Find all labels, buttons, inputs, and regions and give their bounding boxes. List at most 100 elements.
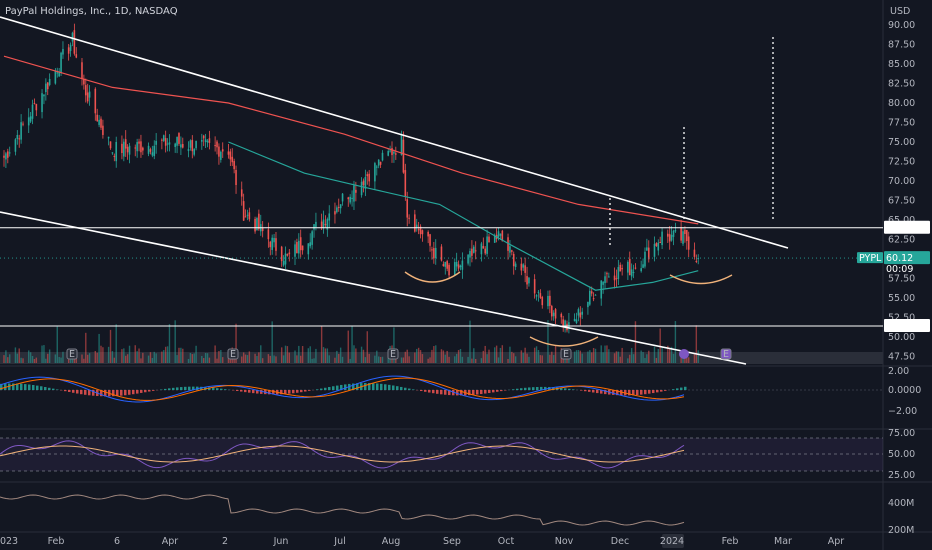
indicator-panes	[0, 375, 883, 526]
candle-body	[298, 240, 300, 254]
candle-body	[71, 32, 74, 42]
volume-bar	[589, 350, 591, 363]
volume-bar	[94, 350, 96, 363]
candle-body	[202, 135, 205, 139]
candle-body	[7, 151, 9, 158]
volume-bar	[187, 358, 190, 363]
lower-trendline[interactable]	[0, 211, 747, 365]
volume-bar	[206, 353, 209, 363]
volume-bar	[322, 347, 325, 363]
volume-bar	[511, 351, 513, 363]
volume-bar	[393, 327, 395, 363]
volume-bar	[16, 353, 19, 363]
candle-body	[619, 264, 622, 272]
price-axis[interactable]: 90.00 87.50 85.00 82.50 80.00 77.50 75.00 72.50…	[857, 20, 930, 536]
currency-label[interactable]: USD	[890, 6, 910, 17]
candle-body	[324, 223, 327, 226]
candle-body	[214, 145, 216, 147]
volume-bar	[351, 326, 353, 363]
volume-bar	[174, 320, 176, 363]
macd-histogram-bar	[24, 384, 27, 390]
candle-body	[446, 261, 448, 269]
volume-bar	[497, 357, 500, 363]
upper-trendline[interactable]	[0, 16, 789, 249]
candle-body	[142, 147, 144, 151]
candle-body	[687, 236, 690, 250]
macd-histogram-bar	[300, 390, 303, 393]
rsi-line	[0, 440, 685, 469]
event-letter: E	[69, 349, 75, 360]
volume-bar	[54, 354, 57, 363]
volume-bar	[58, 356, 60, 363]
split-event-icon[interactable]	[679, 349, 689, 359]
candle-body	[549, 295, 551, 306]
candle-body	[604, 276, 606, 284]
candle-body	[267, 229, 270, 240]
macd-histogram-bar	[48, 387, 51, 390]
candle-body	[389, 150, 391, 152]
earnings-event-marker[interactable]: E	[66, 348, 78, 360]
event-badge	[720, 348, 732, 360]
volume-bar	[353, 345, 355, 363]
volume-bar	[47, 353, 49, 363]
macd-histogram-bar	[292, 390, 295, 394]
volume-bar	[575, 350, 578, 363]
candle-body	[554, 309, 557, 319]
candle-body	[568, 322, 570, 329]
macd-histogram-bar	[244, 390, 247, 393]
earnings-event-marker[interactable]: E	[387, 348, 399, 360]
volume-bar	[499, 347, 502, 363]
candle-body	[524, 265, 526, 273]
volume-bar	[446, 350, 448, 363]
candle-body	[288, 252, 291, 255]
candle-body	[134, 147, 137, 149]
volume-bar	[326, 348, 329, 363]
macd-histogram-bar	[32, 385, 35, 390]
macd-histogram-bar	[124, 390, 127, 396]
candle-body	[431, 249, 433, 251]
volume-bar	[48, 349, 51, 363]
volume-bar	[3, 355, 5, 363]
candle-body	[351, 197, 353, 200]
macd-histogram-bar	[368, 383, 371, 390]
volume-bar	[254, 353, 256, 363]
time-axis[interactable]: 2023 Feb 6 Apr 2 Jun Jul Aug Sep Oct Nov Dec Feb Mar A…	[0, 534, 844, 548]
candle-body	[421, 230, 424, 235]
candle-body	[336, 207, 338, 213]
macd-histogram-bar	[620, 390, 623, 396]
volume-bar	[442, 350, 445, 363]
candle-body	[560, 313, 563, 318]
candle-body	[457, 264, 460, 269]
macd-histogram-bar	[380, 383, 383, 390]
candle-body	[128, 145, 131, 155]
rsi-band	[0, 438, 883, 471]
price-tick-label: 85.00	[888, 59, 915, 70]
candle-body	[526, 276, 528, 285]
candle-body	[294, 244, 296, 257]
volume-bar	[9, 354, 11, 363]
volume-bar	[43, 345, 45, 363]
volume-bar	[142, 352, 144, 363]
earnings-event-marker[interactable]: E	[560, 348, 572, 360]
macd-histogram-bar	[284, 390, 287, 395]
volume-tick-label: 200M	[888, 525, 914, 536]
macd-histogram-bar	[72, 390, 75, 393]
macd-histogram-bar	[432, 390, 435, 394]
macd-histogram-bar	[84, 390, 87, 395]
volume-bar	[195, 345, 197, 363]
candle-body	[564, 320, 566, 327]
volume-bar	[134, 345, 136, 363]
macd-histogram-bar	[240, 390, 243, 392]
earnings-event-marker[interactable]: E	[720, 348, 732, 360]
macd-histogram-bar	[572, 389, 575, 390]
earnings-event-marker[interactable]: E	[227, 348, 239, 360]
volume-bar	[313, 358, 315, 363]
volume-bar	[86, 354, 89, 363]
candle-body	[126, 146, 129, 153]
volume-bar	[608, 349, 610, 363]
macd-histogram-bar	[480, 390, 483, 395]
macd-histogram-bar	[616, 390, 619, 396]
candle-body	[615, 278, 618, 280]
volume-bar	[246, 355, 249, 363]
